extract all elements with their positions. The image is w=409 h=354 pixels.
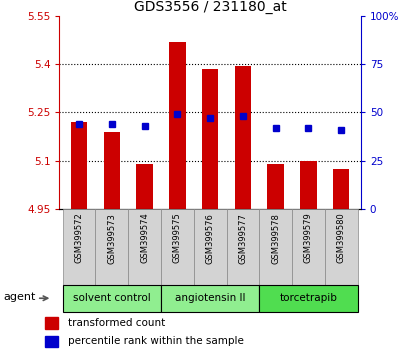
Text: GSM399579: GSM399579 — [303, 213, 312, 263]
Bar — [291, 209, 324, 285]
Text: GSM399575: GSM399575 — [173, 213, 182, 263]
Bar — [169, 42, 185, 209]
Bar — [45, 317, 58, 329]
Title: GDS3556 / 231180_at: GDS3556 / 231180_at — [133, 0, 286, 13]
Bar — [161, 209, 193, 285]
Text: percentile rank within the sample: percentile rank within the sample — [68, 336, 243, 346]
Text: GSM399574: GSM399574 — [140, 213, 149, 263]
Text: GSM399580: GSM399580 — [336, 213, 345, 263]
Bar — [267, 164, 283, 209]
Text: GSM399572: GSM399572 — [74, 213, 83, 263]
Bar — [161, 285, 258, 312]
Text: torcetrapib: torcetrapib — [279, 293, 337, 303]
Bar — [128, 209, 161, 285]
Bar — [226, 209, 258, 285]
Bar — [63, 209, 95, 285]
Text: angiotensin II: angiotensin II — [175, 293, 245, 303]
Bar — [71, 122, 87, 209]
Bar — [136, 164, 153, 209]
Text: GSM399577: GSM399577 — [238, 213, 247, 263]
Bar — [324, 209, 357, 285]
Bar — [202, 69, 218, 209]
Text: solvent control: solvent control — [73, 293, 151, 303]
Text: transformed count: transformed count — [68, 318, 165, 328]
Bar — [193, 209, 226, 285]
Text: GSM399573: GSM399573 — [107, 213, 116, 263]
Text: GSM399576: GSM399576 — [205, 213, 214, 263]
Bar — [258, 285, 357, 312]
Bar — [63, 285, 161, 312]
Bar — [332, 169, 348, 209]
Text: GSM399578: GSM399578 — [270, 213, 279, 263]
Bar — [45, 336, 58, 347]
Bar — [234, 66, 250, 209]
Bar — [299, 161, 316, 209]
Text: agent: agent — [3, 292, 35, 302]
Bar — [258, 209, 291, 285]
Bar — [95, 209, 128, 285]
Bar — [103, 132, 120, 209]
